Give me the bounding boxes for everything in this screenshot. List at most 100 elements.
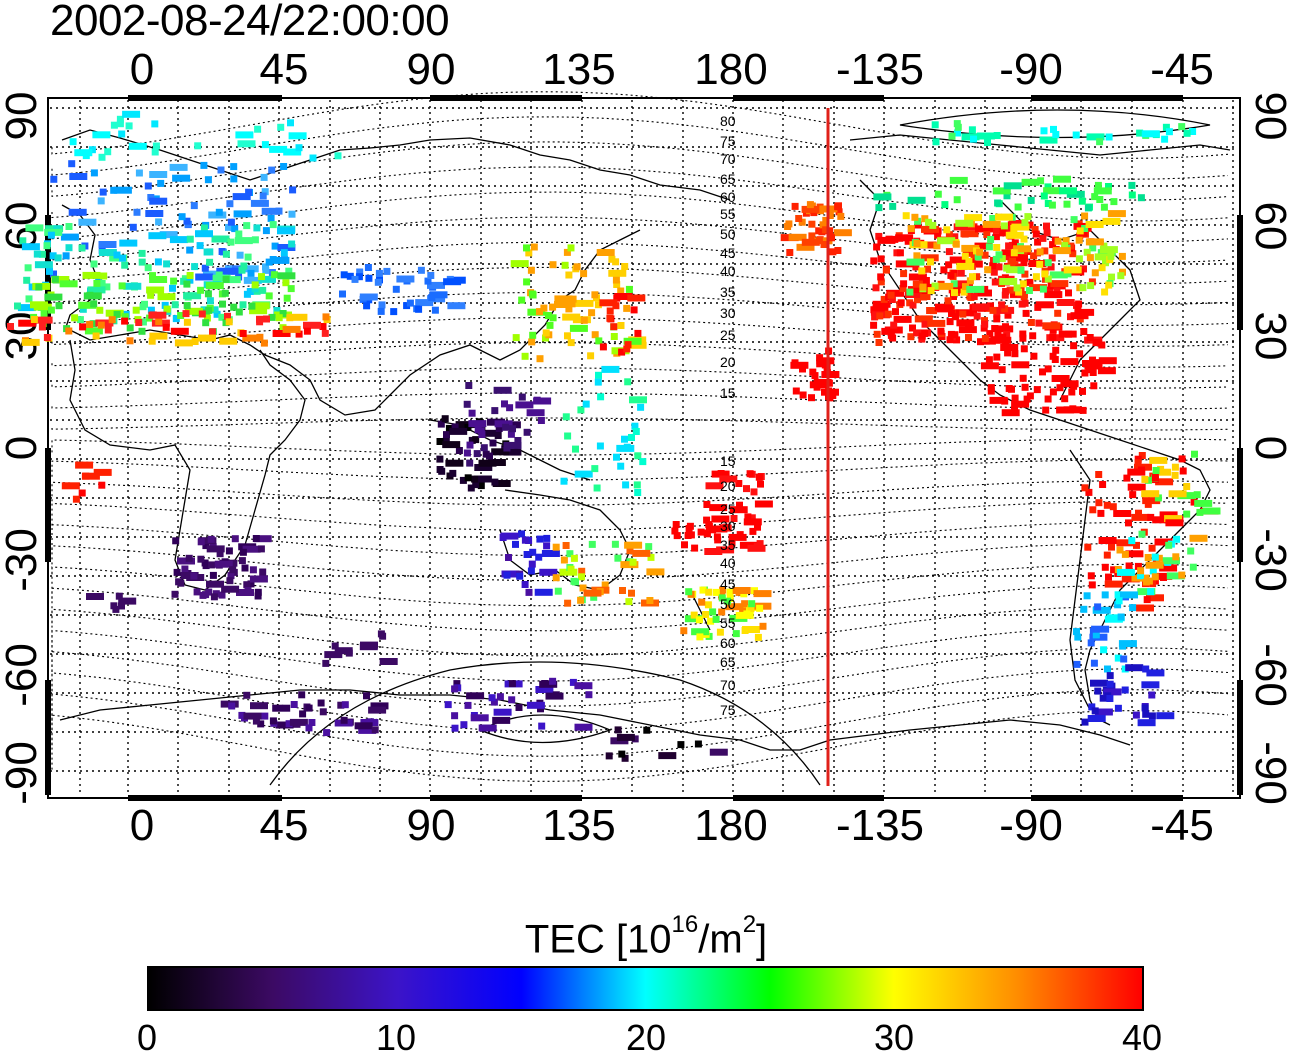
tec-pixel: [121, 261, 129, 269]
tec-pixel: [44, 293, 63, 301]
tec-pixel: [417, 266, 425, 274]
tec-pixel: [989, 215, 997, 222]
tec-pixel: [1032, 230, 1040, 238]
tec-pixel: [1039, 234, 1047, 242]
tec-pixel: [250, 199, 269, 207]
tec-pixel: [966, 285, 985, 293]
tec-pixel: [647, 553, 655, 561]
tec-pixel: [639, 458, 647, 466]
tec-pixel: [289, 186, 297, 194]
tec-pixel: [1086, 334, 1094, 341]
tec-pixel: [755, 473, 763, 481]
tec-pixel: [518, 530, 525, 538]
tec-pixel: [1035, 301, 1054, 309]
tec-pixel: [891, 235, 899, 243]
tec-pixel: [149, 197, 168, 205]
tec-pixel: [1106, 695, 1114, 702]
tec-pixel: [588, 540, 596, 548]
tec-pixel: [895, 234, 914, 242]
tec-pixel: [937, 327, 945, 335]
tec-pixel: [1183, 510, 1191, 518]
tec-pixel: [835, 208, 843, 216]
tec-pixel: [113, 186, 132, 194]
tec-pixel: [443, 278, 462, 286]
tec-pixel: [451, 685, 459, 693]
bottom-lon-tick: 0: [129, 801, 155, 850]
tec-pixel: [79, 323, 87, 331]
tec-pixel: [251, 281, 259, 289]
tec-pixel: [999, 333, 1007, 341]
tec-pixel: [1044, 395, 1052, 403]
tec-pixel: [829, 248, 837, 256]
tec-pixel: [95, 276, 103, 284]
tec-pixel: [243, 290, 251, 298]
tec-pixel: [564, 332, 571, 340]
tec-pixel: [992, 255, 1000, 263]
tec-pixel: [221, 289, 229, 297]
tec-pixel: [541, 680, 549, 687]
tec-pixel: [1092, 339, 1100, 346]
tec-pixel: [190, 202, 198, 210]
tec-pixel: [203, 314, 211, 322]
tec-pixel: [875, 232, 883, 240]
tec-pixel: [613, 453, 620, 461]
tec-pixel: [969, 258, 977, 266]
tec-pixel: [82, 152, 90, 160]
contour-label: 80: [720, 113, 736, 129]
tec-pixel: [889, 202, 897, 210]
tec-pixel: [989, 262, 997, 270]
tec-pixel: [808, 232, 816, 240]
tec-pixel: [931, 282, 939, 290]
tec-pixel: [907, 333, 915, 341]
tec-pixel: [975, 225, 993, 233]
tec-pixel: [243, 276, 262, 284]
tec-pixel: [169, 236, 188, 244]
tec-pixel: [877, 278, 885, 286]
tec-pixel: [282, 279, 290, 287]
tec-pixel: [1099, 246, 1118, 254]
tec-pixel: [1147, 513, 1155, 521]
tec-pixel: [374, 278, 382, 286]
tec-pixel: [562, 313, 581, 321]
tec-pixel: [792, 387, 800, 395]
tec-pixel: [1076, 227, 1084, 235]
tec-pixel: [1142, 578, 1150, 586]
tec-pixel: [1098, 357, 1117, 365]
tec-pixel: [455, 447, 463, 454]
tec-pixel: [78, 218, 97, 226]
tec-pixel: [290, 701, 298, 708]
tec-pixel: [219, 300, 226, 308]
tec-pixel: [691, 544, 699, 552]
tec-pixel: [902, 212, 910, 220]
tec-pixel: [1010, 249, 1018, 257]
tec-pixel: [346, 272, 354, 280]
tec-pixel: [55, 302, 63, 310]
tec-pixel: [1088, 278, 1096, 286]
tec-pixel: [202, 542, 210, 550]
tec-pixel: [377, 307, 385, 315]
tec-pixel: [995, 213, 1013, 221]
tec-pixel: [748, 514, 756, 522]
tec-pixel: [533, 397, 552, 405]
tec-pixel: [1002, 323, 1009, 331]
tec-pixel: [367, 718, 375, 726]
tec-pixel: [1024, 213, 1032, 221]
tec-pixel: [786, 249, 794, 256]
tec-pixel: [813, 383, 821, 391]
tec-pixel: [1171, 471, 1179, 479]
tec-pixel: [969, 273, 976, 281]
tec-pixel: [1087, 572, 1095, 580]
tec-pixel: [162, 323, 170, 331]
tec-pixel: [508, 680, 516, 688]
tec-pixel: [623, 345, 631, 353]
tec-pixel: [51, 275, 59, 283]
tec-pixel: [697, 528, 705, 536]
tec-pixel: [1004, 253, 1011, 261]
tec-pixel: [1129, 491, 1137, 499]
tec-pixel: [900, 270, 908, 278]
tec-pixel: [1179, 467, 1187, 475]
tec-pixel: [495, 425, 503, 432]
tec-pixel: [1081, 369, 1089, 377]
tec-pixel: [1136, 604, 1154, 612]
